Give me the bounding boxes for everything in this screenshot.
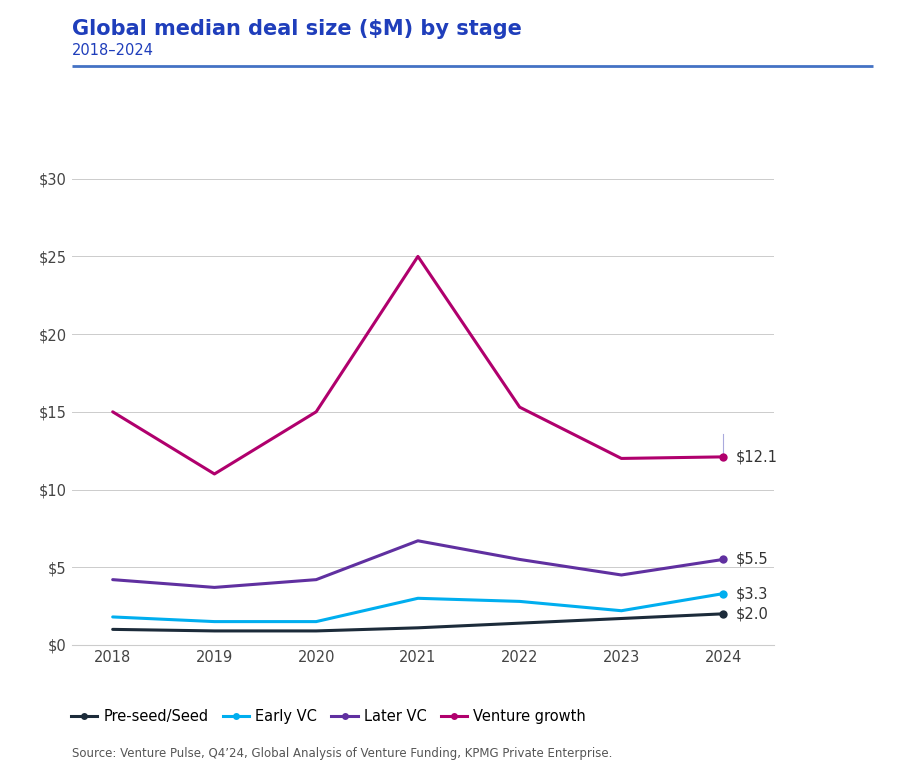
Text: $2.0: $2.0 xyxy=(735,606,769,622)
Text: 2018–2024: 2018–2024 xyxy=(72,43,154,57)
Legend: Pre-seed/Seed, Early VC, Later VC, Venture growth: Pre-seed/Seed, Early VC, Later VC, Ventu… xyxy=(66,703,591,730)
Text: Source: Venture Pulse, Q4’24, Global Analysis of Venture Funding, KPMG Private E: Source: Venture Pulse, Q4’24, Global Ana… xyxy=(72,747,612,760)
Text: $12.1: $12.1 xyxy=(735,449,778,465)
Text: $5.5: $5.5 xyxy=(735,552,768,567)
Text: Global median deal size ($M) by stage: Global median deal size ($M) by stage xyxy=(72,19,522,40)
Text: $3.3: $3.3 xyxy=(735,586,768,601)
